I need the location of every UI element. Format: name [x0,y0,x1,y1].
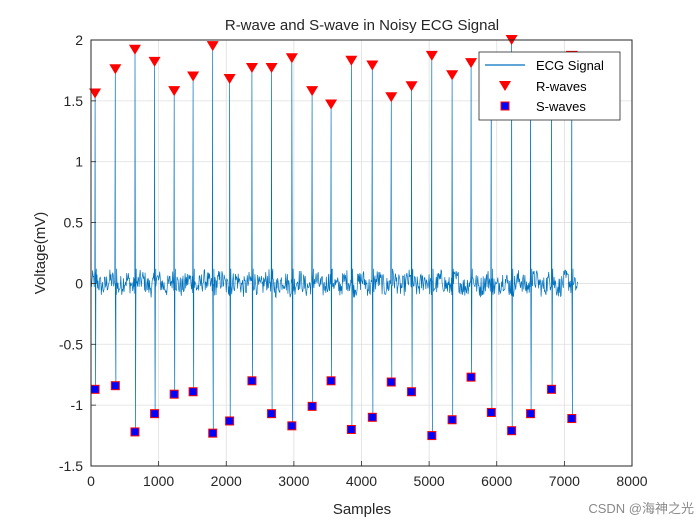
s-wave-marker [526,409,536,419]
r-wave-marker [325,99,338,110]
legend-r-wave-marker [499,81,511,91]
s-wave-marker [169,389,179,399]
r-wave-marker [245,62,258,73]
x-tick-label: 6000 [481,473,512,489]
s-wave-marker [486,407,496,417]
r-wave-marker [345,55,358,66]
s-wave-marker [507,426,517,436]
s-wave-marker [90,384,100,394]
x-axis-label: Samples [333,501,391,518]
r-wave-marker [223,73,236,84]
r-wave-marker [265,62,278,73]
legend-r-wave-label: R-waves [536,79,587,94]
legend: ECG Signal R-waves S-waves [478,51,621,121]
y-tick-label: 2 [75,32,83,48]
s-wave-marker [307,401,317,411]
x-tick-label: 2000 [211,473,242,489]
r-wave-marker [306,86,319,97]
y-tick-label: 1 [75,154,83,170]
s-wave-marker [247,376,257,386]
s-wave-marker [427,431,437,441]
r-wave-marker [168,86,181,97]
x-tick-label: 0 [87,473,95,489]
legend-ecg-label: ECG Signal [536,58,604,73]
r-wave-marker [385,92,398,103]
ecg-signal-layer [90,39,578,436]
s-wave-marker [567,414,577,424]
r-wave-marker [446,70,459,81]
s-wave-marker [150,409,160,419]
s-wave-marker [407,387,417,397]
s-wave-marker [346,424,356,434]
r-wave-marker [405,81,418,92]
s-wave-marker [267,409,277,419]
r-wave-marker [109,64,122,75]
r-wave-marker [128,44,141,55]
watermark: CSDN @海神之光 [588,501,694,516]
y-tick-label: 0 [75,275,83,291]
r-wave-marker [148,56,161,67]
r-wave-marker [206,41,219,52]
s-wave-marker [225,416,235,426]
x-tick-label: 1000 [143,473,174,489]
r-wave-marker [366,60,379,71]
y-tick-label: -0.5 [59,336,83,352]
r-wave-marker [89,88,102,99]
legend-s-wave-marker [500,101,510,111]
x-tick-label: 7000 [549,473,580,489]
s-wave-marker [466,372,476,382]
s-wave-marker [326,376,336,386]
ecg-signal-line [90,39,578,436]
s-wave-marker [188,387,198,397]
x-tick-label: 3000 [278,473,309,489]
x-tick-label: 4000 [346,473,377,489]
s-wave-marker [208,428,218,438]
s-wave-marker [386,377,396,387]
y-axis-label: Voltage(mV) [32,212,49,295]
x-axis-ticks: 0 1000 2000 3000 4000 5000 6000 7000 8000 [87,461,648,489]
s-wave-marker [110,381,120,391]
y-tick-label: 0.5 [64,215,84,231]
s-wave-markers [90,372,577,441]
x-tick-label: 5000 [414,473,445,489]
s-wave-marker [367,412,377,422]
y-tick-label: -1 [71,397,84,413]
s-wave-marker [130,427,140,437]
s-wave-marker [287,421,297,431]
s-wave-marker [447,415,457,425]
y-tick-label: 1.5 [64,93,84,109]
y-tick-label: -1.5 [59,458,83,474]
s-wave-marker [547,384,557,394]
legend-s-wave-label: S-waves [536,99,586,114]
x-tick-label: 8000 [616,473,647,489]
r-wave-marker [425,50,438,61]
r-wave-marker [285,53,298,64]
chart-title: R-wave and S-wave in Noisy ECG Signal [225,17,499,34]
r-wave-marker [465,58,478,69]
y-axis-ticks: -1.5 -1 -0.5 0 0.5 1 1.5 2 [59,32,96,474]
r-wave-marker [187,71,200,82]
